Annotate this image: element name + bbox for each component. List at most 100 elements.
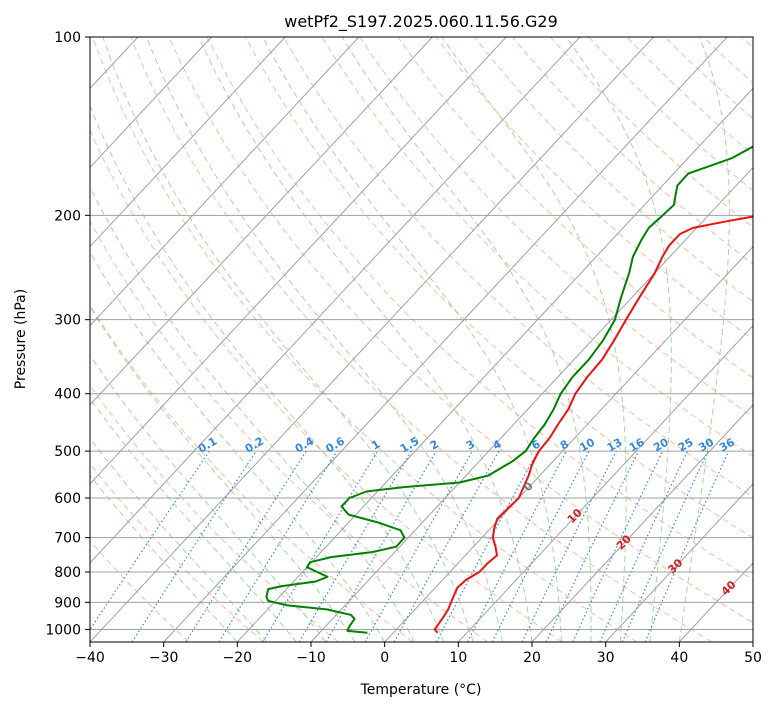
y-axis-ticks: 100 200 300 400 500 600 700 800 900 1000 bbox=[45, 30, 90, 638]
plot-area: 0.10.20.40.611.52346810131620253036-100-… bbox=[0, 37, 753, 642]
y-tick-label: 500 bbox=[54, 444, 81, 460]
chart-title: wetPf2_S197.2025.060.11.56.G29 bbox=[284, 12, 558, 32]
moist-adiabat bbox=[90, 104, 445, 642]
x-tick-label: 30 bbox=[597, 650, 615, 666]
mixing-ratio-label: 13 bbox=[605, 436, 625, 455]
mixing-ratio-label: 16 bbox=[627, 435, 647, 454]
dry-adiabat bbox=[321, 37, 753, 458]
isotherm-20 bbox=[531, 403, 753, 642]
dry-adiabat bbox=[512, 37, 753, 265]
dry-adiabat bbox=[741, 37, 753, 49]
series-dewpoint-line bbox=[265, 145, 753, 634]
mixing-ratio-lines bbox=[90, 450, 730, 642]
x-tick-label: −30 bbox=[149, 650, 179, 666]
y-tick-label: 1000 bbox=[45, 622, 81, 638]
dry-adiabat bbox=[244, 37, 753, 539]
x-tick-label: 40 bbox=[670, 650, 688, 666]
mixing-ratio-line bbox=[90, 450, 210, 631]
mixing-ratio-line bbox=[262, 450, 379, 642]
series-temperature-line bbox=[433, 215, 753, 634]
mixing-ratio-label: 6 bbox=[529, 437, 542, 452]
y-tick-label: 800 bbox=[54, 565, 81, 581]
dry-adiabat bbox=[90, 462, 264, 642]
dry-adiabat bbox=[90, 384, 339, 642]
mixing-ratio-label: 1.5 bbox=[398, 435, 421, 456]
dry-adiabat bbox=[550, 37, 753, 228]
y-tick-label: 900 bbox=[54, 595, 81, 611]
y-axis-label: Pressure (hPa) bbox=[13, 289, 29, 389]
mixing-ratio-label: 36 bbox=[717, 435, 737, 454]
x-tick-label: 0 bbox=[380, 650, 389, 666]
dry-adiabat bbox=[664, 37, 753, 120]
dry-adiabat bbox=[92, 37, 638, 642]
moist-adiabat bbox=[90, 250, 386, 642]
moist-adiabat bbox=[262, 37, 562, 642]
moist-adiabat bbox=[146, 37, 503, 642]
dry-adiabats bbox=[90, 37, 753, 642]
isotherm--60 bbox=[90, 37, 507, 485]
x-tick-label: 20 bbox=[523, 650, 541, 666]
dry-adiabat bbox=[90, 539, 190, 642]
mixing-ratio-line bbox=[185, 450, 307, 642]
dry-adiabat bbox=[168, 37, 753, 624]
isotherm-50 bbox=[752, 641, 753, 642]
mixing-ratio-label: 0.1 bbox=[196, 435, 219, 456]
dry-adiabat bbox=[130, 37, 712, 642]
mixing-ratio-line bbox=[644, 450, 730, 642]
mixing-ratio-label: 0.4 bbox=[293, 434, 317, 455]
isotherm-gridlines bbox=[0, 37, 753, 642]
moist-adiabat bbox=[341, 37, 592, 642]
isotherm--10 bbox=[310, 166, 753, 642]
dry-adiabat bbox=[90, 129, 563, 642]
moist-adiabat bbox=[90, 397, 297, 642]
y-tick-label: 600 bbox=[54, 491, 81, 507]
moist-adiabat bbox=[90, 437, 268, 642]
mixing-ratio-label: 30 bbox=[696, 435, 716, 454]
dry-adiabat bbox=[206, 37, 753, 581]
isotherm--120 bbox=[0, 37, 64, 642]
dry-adiabat bbox=[435, 37, 753, 340]
dry-adiabat bbox=[397, 37, 753, 379]
mixing-ratio-line bbox=[393, 450, 500, 642]
dry-adiabat bbox=[90, 304, 414, 642]
moist-adiabat bbox=[441, 37, 627, 642]
mixing-ratio-label: 1 bbox=[369, 438, 382, 453]
plot-frame bbox=[89, 36, 754, 643]
mixing-ratio-label: 3 bbox=[464, 438, 477, 453]
y-tick-label: 400 bbox=[54, 387, 81, 403]
y-tick-label: 700 bbox=[54, 531, 81, 547]
mixing-ratio-label: 8 bbox=[558, 438, 571, 453]
moist-adiabat bbox=[565, 37, 672, 642]
isotherm-0 bbox=[384, 245, 753, 642]
x-tick-label: −40 bbox=[75, 650, 105, 666]
x-tick-label: −20 bbox=[223, 650, 253, 666]
mixing-ratio-line bbox=[491, 450, 590, 642]
dry-adiabat bbox=[473, 37, 753, 303]
dry-adiabat bbox=[702, 37, 753, 84]
isotherm-40 bbox=[678, 562, 753, 642]
isotherm--50 bbox=[90, 37, 581, 564]
dry-adiabat bbox=[283, 37, 753, 498]
mixing-ratio-label: 0.6 bbox=[324, 434, 348, 455]
y-tick-label: 300 bbox=[54, 313, 81, 329]
x-tick-label: 10 bbox=[449, 650, 467, 666]
mixing-ratio-line bbox=[218, 450, 338, 642]
dry-adiabat bbox=[90, 219, 488, 642]
y-tick-label: 200 bbox=[54, 208, 81, 224]
mixing-ratio-line bbox=[521, 450, 617, 642]
overlay-labels: 0.10.20.40.611.52346810131620253036-100-… bbox=[196, 434, 739, 598]
y-tick-label: 100 bbox=[54, 30, 81, 46]
isobar-gridlines bbox=[90, 37, 753, 630]
isotherm--40 bbox=[90, 37, 654, 642]
mixing-ratio-label: 2 bbox=[428, 438, 441, 453]
x-axis-label: Temperature (°C) bbox=[360, 682, 482, 698]
isotherm--70 bbox=[90, 37, 433, 406]
isotherm--20 bbox=[236, 87, 753, 642]
mixing-ratio-label: 25 bbox=[676, 436, 696, 455]
mixing-ratio-line bbox=[435, 450, 539, 642]
isotherm--80 bbox=[90, 37, 360, 327]
mixing-ratio-line bbox=[364, 450, 473, 642]
isotherm-10 bbox=[457, 324, 753, 642]
isotherm--30 bbox=[163, 37, 728, 642]
